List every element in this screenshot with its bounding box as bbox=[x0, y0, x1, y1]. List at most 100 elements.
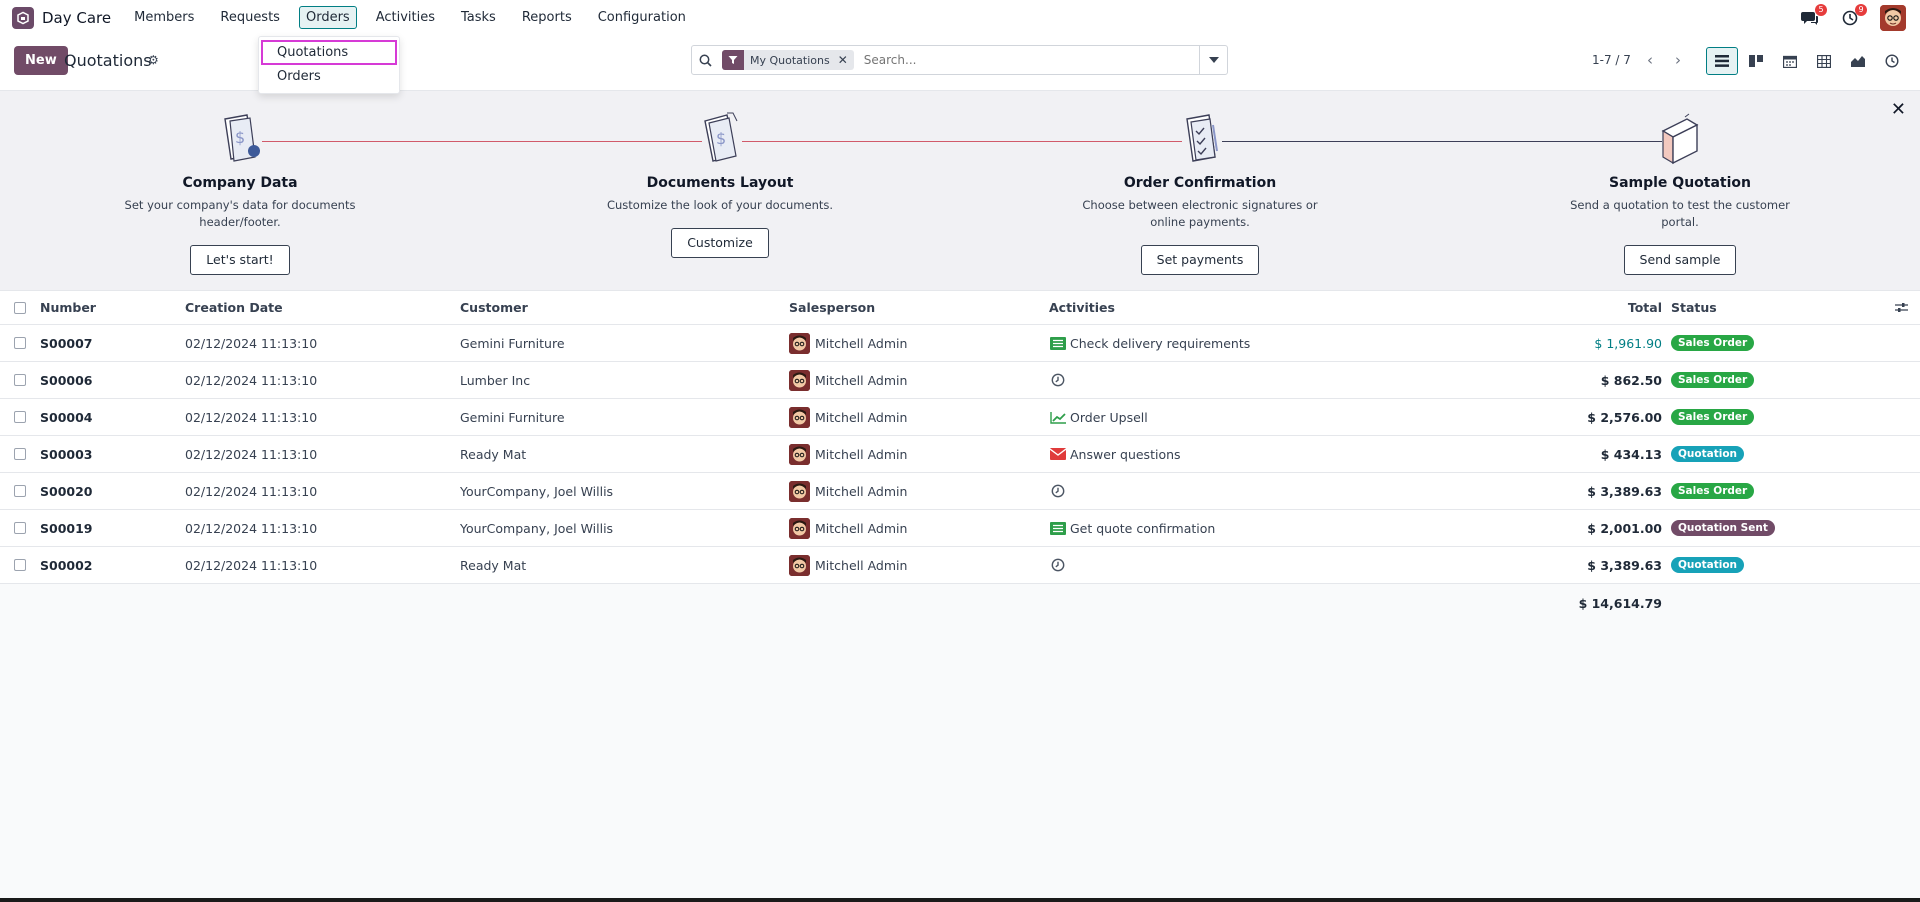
onboarding-step-title: Documents Layout bbox=[646, 175, 794, 191]
row-status: Quotation Sent bbox=[1671, 510, 1775, 546]
row-checkbox[interactable] bbox=[14, 325, 26, 361]
customize-button[interactable]: Customize bbox=[671, 228, 769, 258]
salesperson-avatar[interactable] bbox=[789, 369, 810, 391]
row-checkbox[interactable] bbox=[14, 547, 26, 583]
salesperson-avatar[interactable] bbox=[789, 443, 810, 465]
row-creation-date: 02/12/2024 11:13:10 bbox=[185, 335, 318, 351]
menu-members[interactable]: Members bbox=[134, 10, 195, 25]
row-checkbox[interactable] bbox=[14, 510, 26, 546]
kanban-view-icon[interactable] bbox=[1740, 47, 1772, 75]
clock-icon[interactable] bbox=[1049, 483, 1067, 499]
pager-next-icon[interactable]: › bbox=[1675, 51, 1681, 69]
menu-activities[interactable]: Activities bbox=[375, 10, 435, 25]
calendar-view-icon[interactable] bbox=[1774, 47, 1806, 75]
top-navbar: Day Care Members Requests Orders Activit… bbox=[0, 0, 1920, 35]
chart-icon[interactable] bbox=[1049, 409, 1067, 425]
pager-value[interactable]: 1-7 / 7 bbox=[1592, 53, 1631, 67]
menu-orders[interactable]: Orders bbox=[298, 6, 357, 29]
row-customer: YourCompany, Joel Willis bbox=[460, 483, 614, 499]
envelope-icon[interactable] bbox=[1049, 446, 1067, 462]
app-logo-icon[interactable] bbox=[12, 6, 34, 29]
row-salesperson: Mitchell Admin bbox=[789, 325, 907, 361]
clock-icon[interactable] bbox=[1049, 372, 1067, 388]
column-header-salesperson[interactable]: Salesperson bbox=[789, 300, 876, 315]
table-row[interactable]: S00020 02/12/2024 11:13:10 YourCompany, Jo… bbox=[0, 473, 1920, 510]
user-avatar[interactable] bbox=[1880, 5, 1906, 31]
onboarding-step-desc: Set your company's data for documents he… bbox=[124, 198, 356, 229]
row-activity[interactable]: Order Upsell bbox=[1049, 399, 1148, 435]
row-checkbox[interactable] bbox=[14, 473, 26, 509]
list-icon[interactable] bbox=[1049, 335, 1067, 351]
search-input[interactable] bbox=[863, 53, 1199, 67]
list-icon[interactable] bbox=[1049, 520, 1067, 536]
row-activity[interactable]: Get quote confirmation bbox=[1049, 510, 1215, 546]
activity-clock-icon[interactable]: 9 bbox=[1840, 4, 1867, 28]
row-customer: Ready Mat bbox=[460, 557, 527, 573]
column-header-number[interactable]: Number bbox=[40, 300, 96, 315]
optional-columns-icon[interactable] bbox=[1895, 291, 1908, 324]
salesperson-avatar[interactable] bbox=[789, 480, 810, 502]
table-row[interactable]: S00007 02/12/2024 11:13:10 Gemini Furnitur… bbox=[0, 325, 1920, 362]
table-row[interactable]: S00003 02/12/2024 11:13:10 Ready Mat Mitche… bbox=[0, 436, 1920, 473]
graph-view-icon[interactable] bbox=[1842, 47, 1874, 75]
menu-reports[interactable]: Reports bbox=[521, 10, 572, 25]
row-activity[interactable]: Check delivery requirements bbox=[1049, 325, 1250, 361]
list-view-icon[interactable] bbox=[1706, 47, 1738, 75]
pivot-view-icon[interactable] bbox=[1808, 47, 1840, 75]
row-activity[interactable] bbox=[1049, 473, 1070, 509]
salesperson-avatar[interactable] bbox=[789, 554, 810, 576]
orders-dropdown: Quotations Orders bbox=[258, 36, 400, 94]
table-row[interactable]: S00002 02/12/2024 11:13:10 Ready Mat Mitche… bbox=[0, 547, 1920, 584]
row-checkbox[interactable] bbox=[14, 362, 26, 398]
table-row[interactable]: S00004 02/12/2024 11:13:10 Gemini Furnitur… bbox=[0, 399, 1920, 436]
row-checkbox[interactable] bbox=[14, 399, 26, 435]
messages-icon[interactable]: 5 bbox=[1800, 4, 1827, 28]
menu-tasks[interactable]: Tasks bbox=[461, 10, 496, 25]
menu-configuration[interactable]: Configuration bbox=[597, 10, 686, 25]
gear-icon[interactable]: ⚙ bbox=[148, 53, 159, 67]
salesperson-avatar[interactable] bbox=[789, 517, 810, 539]
send-sample-button[interactable]: Send sample bbox=[1623, 245, 1737, 275]
new-button[interactable]: New bbox=[14, 46, 68, 75]
salesperson-avatar[interactable] bbox=[789, 332, 810, 354]
row-activity[interactable] bbox=[1049, 362, 1070, 398]
row-total: $ 1,961.90 bbox=[1594, 335, 1662, 351]
column-header-customer[interactable]: Customer bbox=[460, 300, 528, 315]
clock-icon[interactable] bbox=[1049, 557, 1067, 573]
activity-view-icon[interactable] bbox=[1876, 47, 1908, 75]
row-activity[interactable]: Answer questions bbox=[1049, 436, 1181, 472]
onboarding-panel: ✕ $ Company Data Set your company's data… bbox=[0, 91, 1920, 291]
table-row[interactable]: S00019 02/12/2024 11:13:10 YourCompany, Jo… bbox=[0, 510, 1920, 547]
onboarding-step-documents-layout: $ Documents Layout Customize the look of… bbox=[600, 111, 840, 258]
row-checkbox[interactable] bbox=[14, 436, 26, 472]
set-payments-button[interactable]: Set payments bbox=[1140, 245, 1260, 275]
row-customer: Ready Mat bbox=[460, 446, 527, 462]
row-number: S00004 bbox=[40, 409, 93, 425]
column-header-total[interactable]: Total bbox=[1627, 300, 1662, 315]
search-options-toggle[interactable] bbox=[1199, 46, 1227, 74]
pager-previous-icon[interactable]: ‹ bbox=[1647, 51, 1653, 69]
filter-icon bbox=[722, 50, 744, 70]
svg-text:$: $ bbox=[716, 129, 726, 148]
row-status: Sales Order bbox=[1671, 362, 1755, 398]
table-row[interactable]: S00006 02/12/2024 11:13:10 Lumber Inc Mitch… bbox=[0, 362, 1920, 399]
onboarding-step-sample-quotation: Sample Quotation Send a quotation to tes… bbox=[1560, 111, 1800, 275]
column-header-status[interactable]: Status bbox=[1671, 300, 1717, 315]
onboarding-step-desc: Send a quotation to test the customer po… bbox=[1570, 198, 1790, 229]
column-header-activities[interactable]: Activities bbox=[1049, 300, 1115, 315]
dropdown-item-orders[interactable]: Orders bbox=[277, 69, 321, 84]
row-activity[interactable] bbox=[1049, 547, 1070, 583]
messages-count-badge: 5 bbox=[1815, 4, 1827, 16]
onboarding-step-title: Company Data bbox=[182, 175, 298, 191]
app-name[interactable]: Day Care bbox=[42, 8, 112, 27]
column-header-creation-date[interactable]: Creation Date bbox=[185, 300, 283, 315]
menu-requests[interactable]: Requests bbox=[220, 10, 280, 25]
lets-start-button[interactable]: Let's start! bbox=[190, 245, 290, 275]
remove-facet-icon[interactable]: ✕ bbox=[837, 53, 848, 67]
salesperson-avatar[interactable] bbox=[789, 406, 810, 428]
row-creation-date: 02/12/2024 11:13:10 bbox=[185, 520, 318, 536]
dropdown-item-quotations[interactable]: Quotations bbox=[261, 40, 397, 65]
select-all-checkbox[interactable] bbox=[14, 291, 26, 324]
row-status: Sales Order bbox=[1671, 325, 1755, 361]
close-icon[interactable]: ✕ bbox=[1890, 99, 1906, 120]
